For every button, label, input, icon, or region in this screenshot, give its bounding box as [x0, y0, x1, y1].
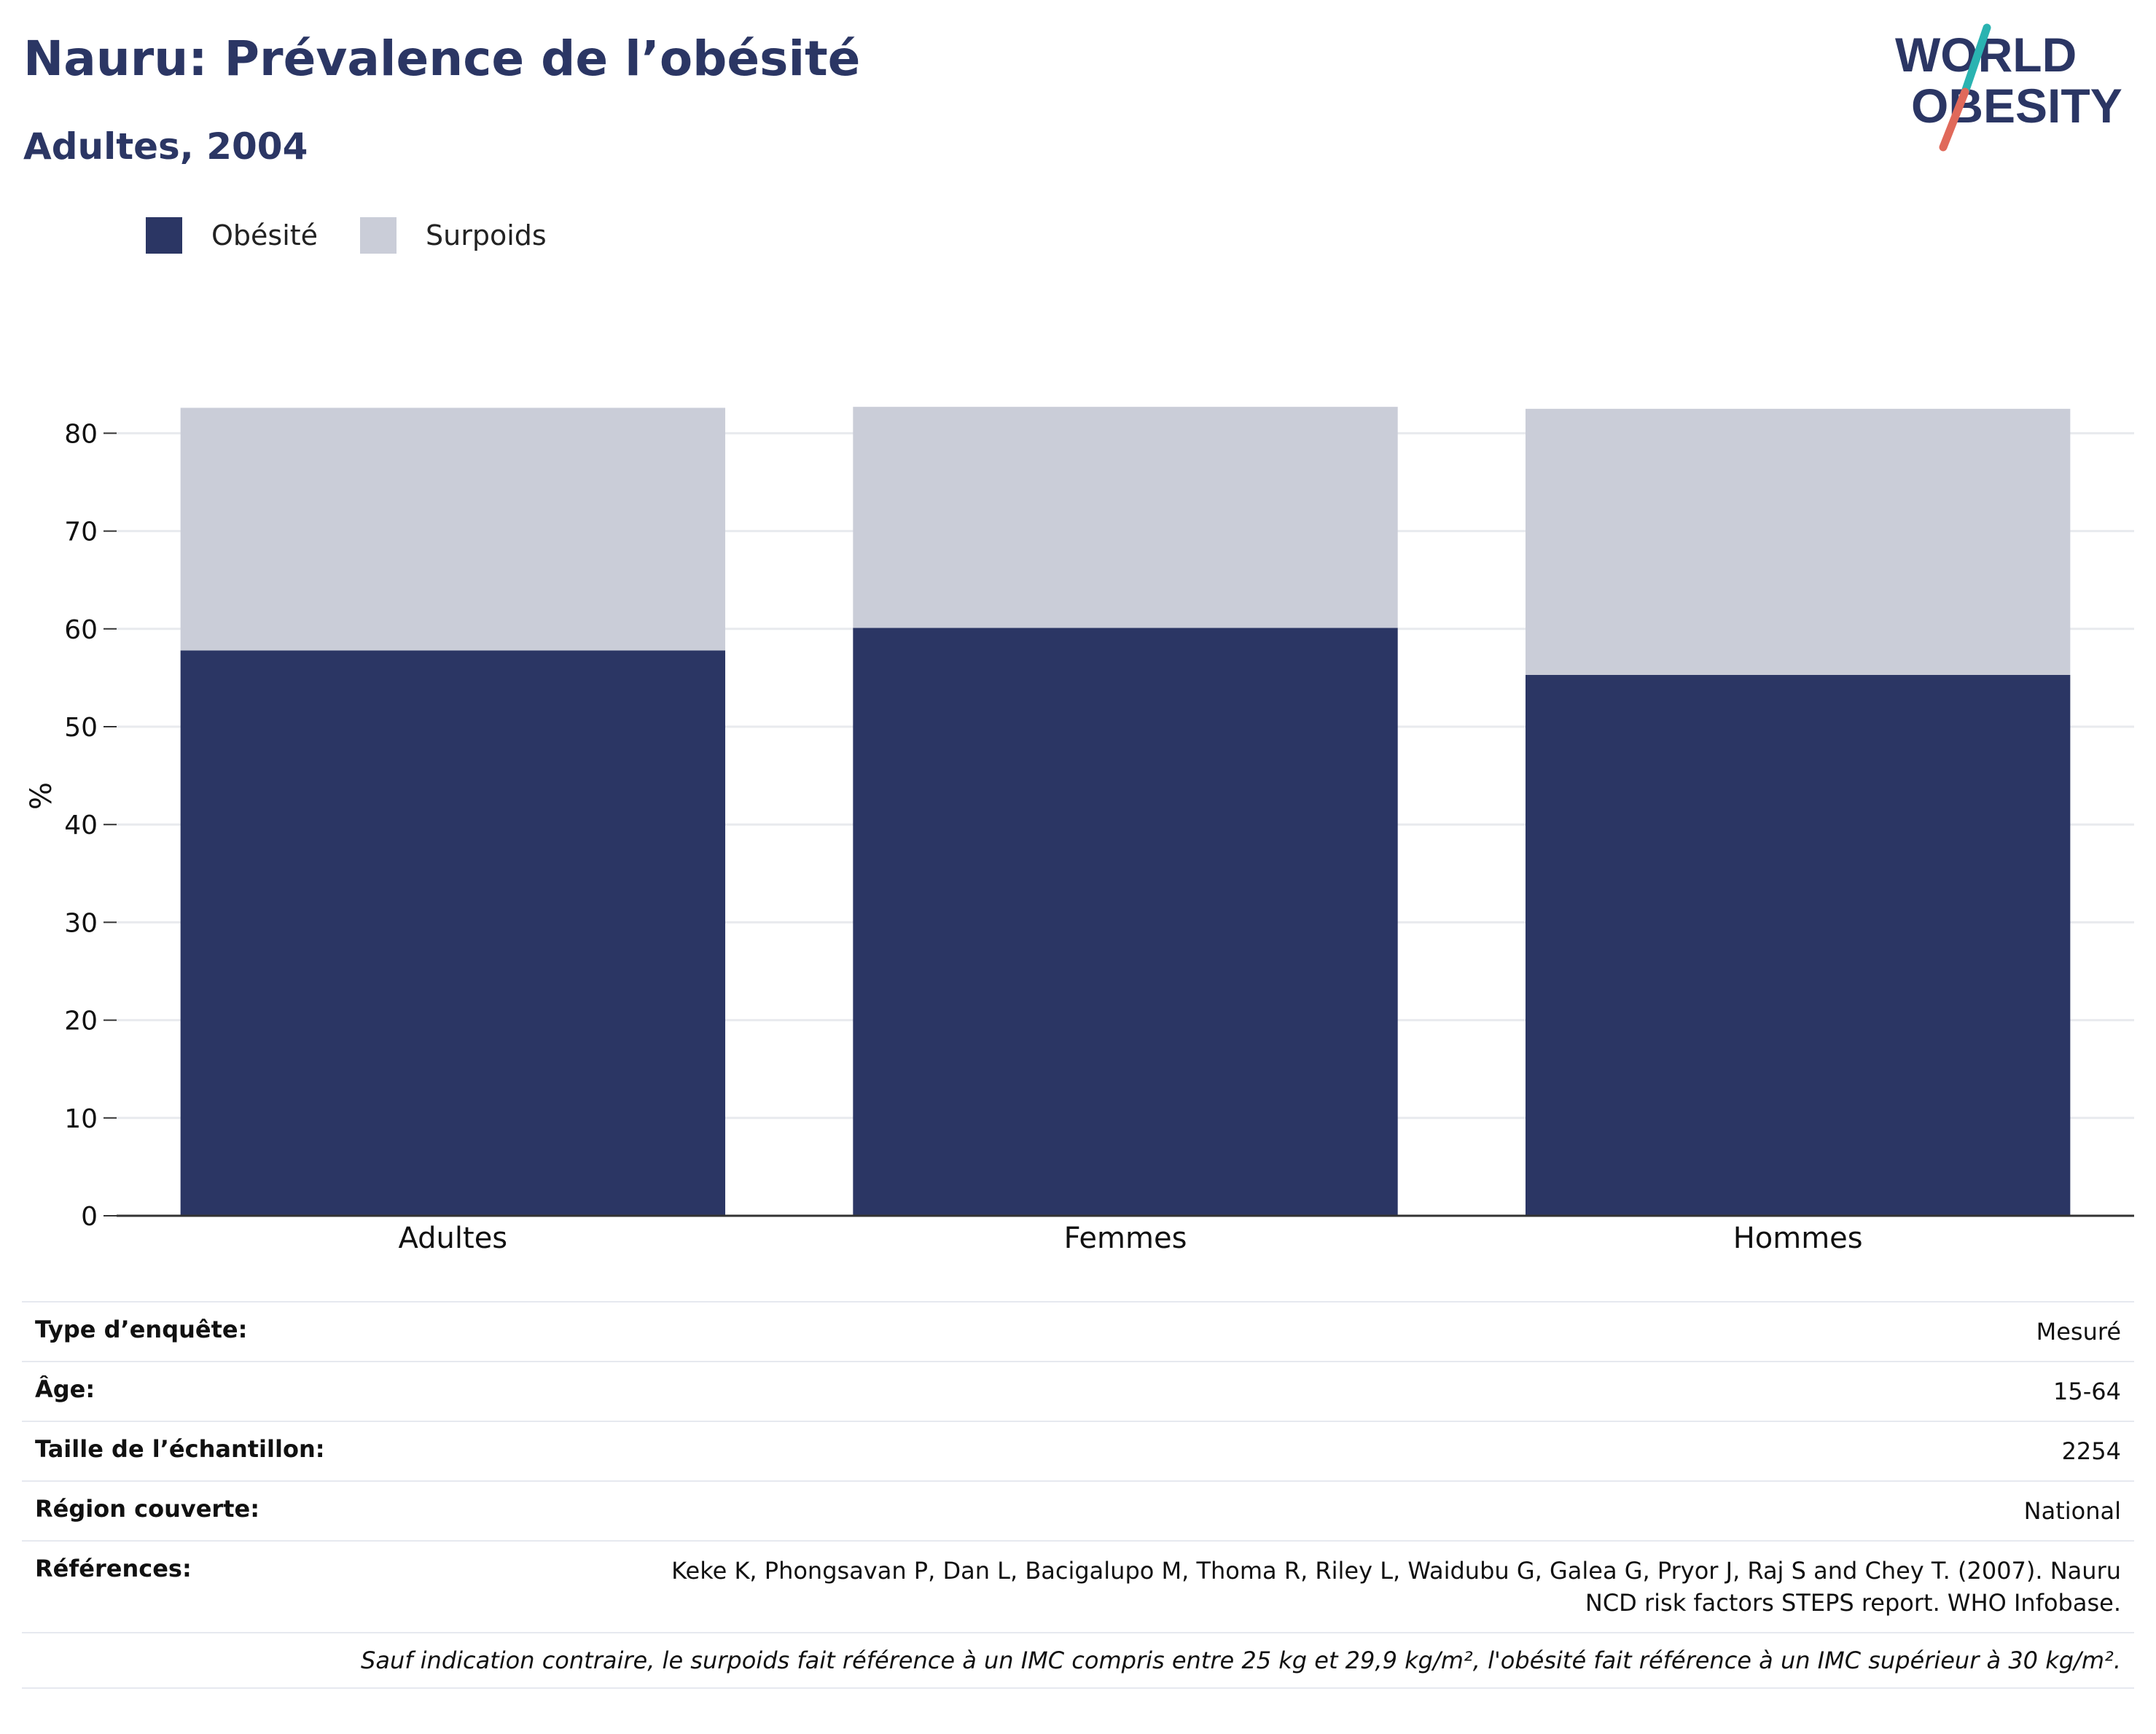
x-tick-label: Adultes	[399, 1222, 508, 1255]
y-tick-label: 0	[81, 1202, 98, 1232]
page-title: Nauru: Prévalence de l’obésité	[23, 31, 861, 87]
legend-label-obesite: Obésité	[211, 219, 319, 251]
y-tick-label: 60	[64, 615, 98, 645]
legend-item-obesite[interactable]: Obésité	[146, 217, 318, 254]
info-value: Mesuré	[655, 1301, 2134, 1362]
bar-obesite	[180, 650, 726, 1216]
y-tick-label: 20	[64, 1007, 98, 1036]
info-key: Type d’enquête:	[22, 1301, 656, 1362]
chart-legend: Obésité Surpoids	[146, 217, 589, 254]
info-value: 2254	[655, 1421, 2134, 1481]
world-obesity-logo: WORLD OBESITY	[1895, 23, 2122, 152]
logo-slash-top	[1961, 23, 1991, 96]
logo-line-obesity: OBESITY	[1911, 79, 2122, 133]
legend-item-surpoids[interactable]: Surpoids	[360, 217, 547, 254]
y-tick-label: 70	[64, 518, 98, 547]
info-key: Âge:	[22, 1361, 656, 1421]
y-tick-label: 30	[64, 908, 98, 938]
info-key: Références:	[22, 1540, 656, 1633]
x-tick-label: Femmes	[1064, 1222, 1187, 1255]
page-subtitle: Adultes, 2004	[23, 125, 308, 168]
legend-label-surpoids: Surpoids	[426, 219, 547, 251]
y-axis-title: %	[25, 782, 58, 810]
y-tick-label: 50	[64, 713, 98, 743]
info-row-region: Région couverte: National	[22, 1480, 2134, 1541]
info-row-note: Sauf indication contraire, le surpoids f…	[22, 1632, 2134, 1689]
bar-surpoids	[853, 407, 1398, 628]
definition-note: Sauf indication contraire, le surpoids f…	[22, 1632, 2134, 1689]
logo-slash-bottom	[1939, 87, 1969, 152]
bar-surpoids	[1525, 408, 2071, 675]
bar-surpoids	[180, 407, 726, 651]
bar-obesite	[853, 628, 1398, 1216]
info-key: Région couverte:	[22, 1480, 656, 1541]
survey-info-table: Type d’enquête: Mesuré Âge: 15-64 Taille…	[22, 1301, 2134, 1689]
info-row-sample-size: Taille de l’échantillon: 2254	[22, 1421, 2134, 1481]
info-value: 15-64	[655, 1361, 2134, 1421]
legend-swatch-surpoids	[360, 217, 397, 254]
x-tick-label: Hommes	[1733, 1222, 1863, 1255]
info-value: Keke K, Phongsavan P, Dan L, Bacigalupo …	[655, 1540, 2134, 1633]
y-tick-label: 10	[64, 1104, 98, 1134]
y-tick-label: 80	[64, 419, 98, 449]
info-row-age: Âge: 15-64	[22, 1361, 2134, 1421]
info-value: National	[655, 1480, 2134, 1541]
info-row-survey-type: Type d’enquête: Mesuré	[22, 1301, 2134, 1362]
legend-swatch-obesite	[146, 217, 182, 254]
bar-obesite	[1525, 674, 2071, 1216]
y-tick-label: 40	[64, 811, 98, 840]
stacked-bar-chart: 0 10 20 30 40 50 60 70 80% Adultes Femmes Hommes	[25, 407, 2134, 1255]
info-row-references: Références: Keke K, Phongsavan P, Dan L,…	[22, 1540, 2134, 1633]
info-key: Taille de l’échantillon:	[22, 1421, 656, 1481]
